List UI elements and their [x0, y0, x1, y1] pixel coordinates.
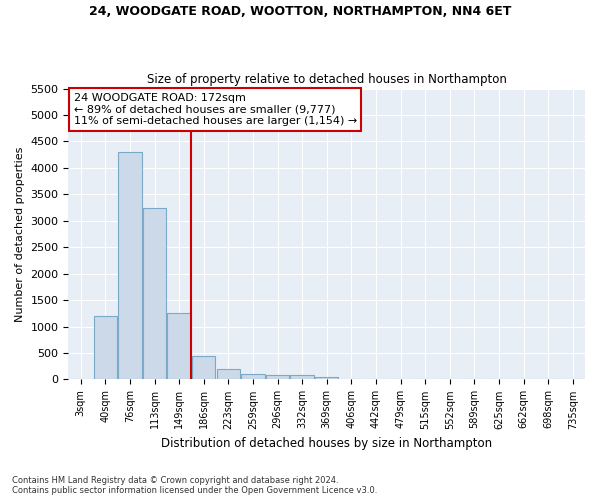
Text: 24, WOODGATE ROAD, WOOTTON, NORTHAMPTON, NN4 6ET: 24, WOODGATE ROAD, WOOTTON, NORTHAMPTON,…	[89, 5, 511, 18]
Title: Size of property relative to detached houses in Northampton: Size of property relative to detached ho…	[147, 73, 506, 86]
Bar	[192, 356, 215, 380]
Bar	[143, 208, 166, 380]
Bar	[315, 377, 338, 380]
Bar	[217, 369, 240, 380]
Text: Contains HM Land Registry data © Crown copyright and database right 2024.
Contai: Contains HM Land Registry data © Crown c…	[12, 476, 377, 495]
Text: 24 WOODGATE ROAD: 172sqm
← 89% of detached houses are smaller (9,777)
11% of sem: 24 WOODGATE ROAD: 172sqm ← 89% of detach…	[74, 93, 357, 126]
Bar	[241, 374, 265, 380]
Y-axis label: Number of detached properties: Number of detached properties	[15, 146, 25, 322]
Bar	[94, 316, 117, 380]
Bar	[266, 376, 289, 380]
Bar	[167, 314, 191, 380]
X-axis label: Distribution of detached houses by size in Northampton: Distribution of detached houses by size …	[161, 437, 492, 450]
Bar	[290, 376, 314, 380]
Bar	[118, 152, 142, 380]
